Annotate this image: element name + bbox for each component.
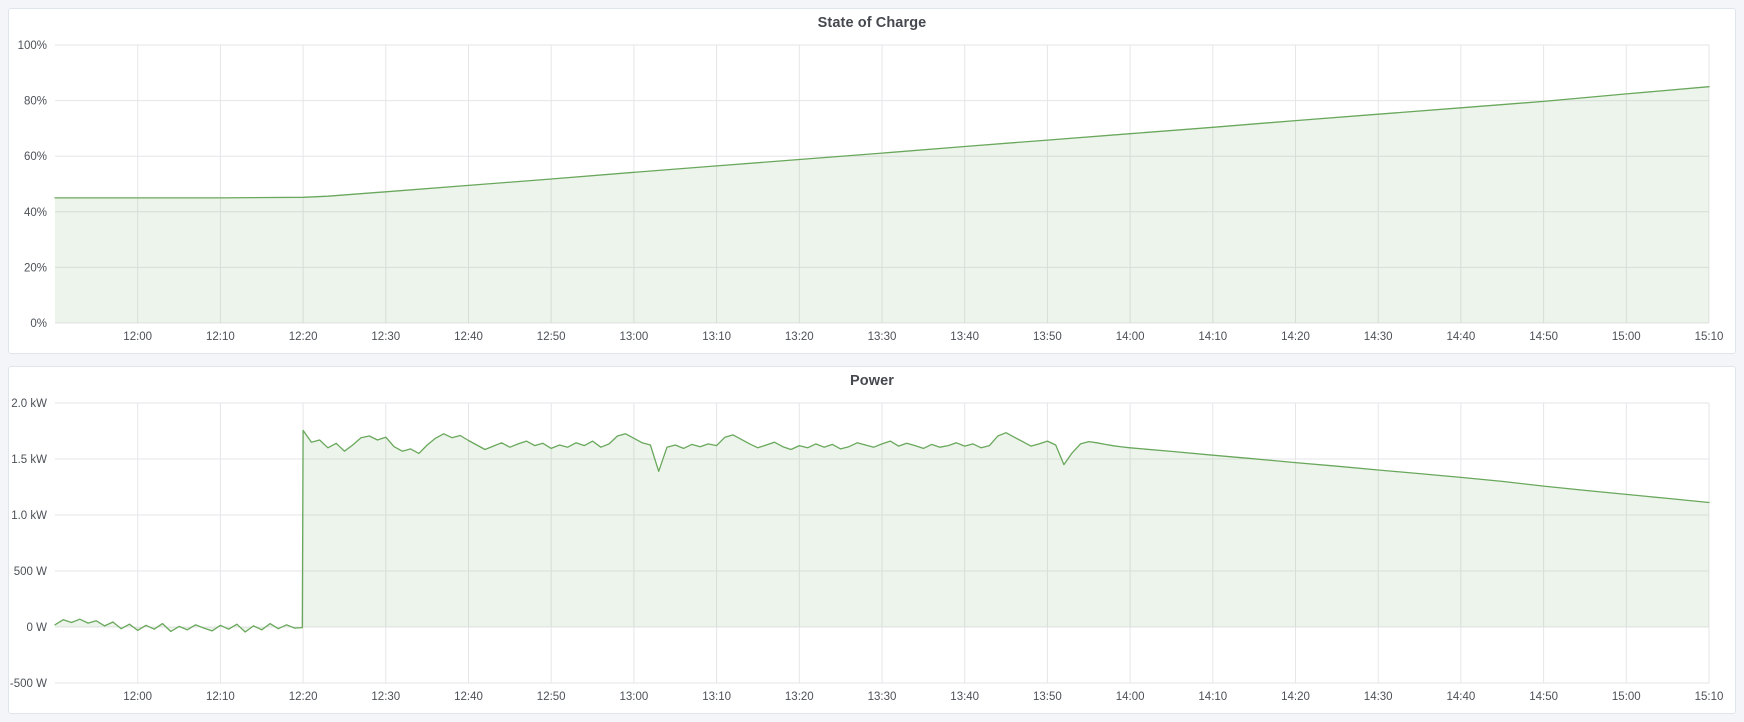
svg-text:14:00: 14:00 xyxy=(1116,691,1145,703)
svg-text:12:40: 12:40 xyxy=(454,691,483,703)
svg-text:12:10: 12:10 xyxy=(206,691,235,703)
svg-text:12:20: 12:20 xyxy=(289,691,318,703)
panel-title-text: State of Charge xyxy=(817,15,927,31)
svg-text:14:50: 14:50 xyxy=(1529,331,1558,343)
svg-text:13:20: 13:20 xyxy=(785,331,814,343)
svg-text:13:00: 13:00 xyxy=(620,331,649,343)
svg-text:14:40: 14:40 xyxy=(1447,691,1476,703)
svg-text:2.0 kW: 2.0 kW xyxy=(11,398,47,410)
panel-state-of-charge: State of Charge 0% 20% 40% 60% 80% 100% 12:00 1… xyxy=(8,8,1736,354)
panel-title-state-of-charge[interactable]: State of Charge xyxy=(9,9,1735,37)
power-chart[interactable]: -500 W 0 W 500 W 1.0 kW 1.5 kW 2.0 kW 12:00 12:… xyxy=(9,395,1735,713)
svg-text:13:10: 13:10 xyxy=(702,691,731,703)
svg-text:500 W: 500 W xyxy=(14,566,47,578)
soc-chart[interactable]: 0% 20% 40% 60% 80% 100% 12:00 12:10 12:20 12:30 12… xyxy=(9,37,1735,353)
svg-text:12:00: 12:00 xyxy=(123,691,152,703)
svg-text:13:40: 13:40 xyxy=(950,691,979,703)
panel-title-text: Power xyxy=(849,373,894,389)
svg-text:14:20: 14:20 xyxy=(1281,691,1310,703)
svg-text:15:00: 15:00 xyxy=(1612,331,1641,343)
svg-text:14:30: 14:30 xyxy=(1364,331,1393,343)
svg-text:13:30: 13:30 xyxy=(868,691,897,703)
svg-text:12:40: 12:40 xyxy=(454,331,483,343)
svg-text:15:10: 15:10 xyxy=(1695,691,1724,703)
svg-text:14:10: 14:10 xyxy=(1198,691,1227,703)
svg-text:12:20: 12:20 xyxy=(289,331,318,343)
svg-text:13:40: 13:40 xyxy=(950,331,979,343)
svg-text:14:10: 14:10 xyxy=(1198,331,1227,343)
svg-text:12:00: 12:00 xyxy=(123,331,152,343)
svg-text:80%: 80% xyxy=(24,96,47,108)
svg-text:40%: 40% xyxy=(24,207,47,219)
svg-text:13:30: 13:30 xyxy=(868,331,897,343)
svg-text:13:00: 13:00 xyxy=(620,691,649,703)
svg-text:20%: 20% xyxy=(24,262,47,274)
svg-text:12:50: 12:50 xyxy=(537,691,566,703)
svg-text:13:20: 13:20 xyxy=(785,691,814,703)
dashboard: State of Charge 0% 20% 40% 60% 80% 100% 12:00 1… xyxy=(8,8,1736,714)
panel-power: Power -500 W 0 W 500 W 1.0 kW 1.5 kW 2.0 kW 12… xyxy=(8,366,1736,714)
svg-text:12:10: 12:10 xyxy=(206,331,235,343)
svg-text:13:10: 13:10 xyxy=(702,331,731,343)
svg-text:15:00: 15:00 xyxy=(1612,691,1641,703)
svg-text:14:40: 14:40 xyxy=(1447,331,1476,343)
svg-text:100%: 100% xyxy=(18,40,47,52)
svg-text:15:10: 15:10 xyxy=(1695,331,1724,343)
svg-text:0%: 0% xyxy=(30,318,47,330)
panel-title-power[interactable]: Power xyxy=(9,367,1735,395)
svg-text:14:20: 14:20 xyxy=(1281,331,1310,343)
svg-text:14:30: 14:30 xyxy=(1364,691,1393,703)
svg-text:13:50: 13:50 xyxy=(1033,691,1062,703)
svg-text:60%: 60% xyxy=(24,151,47,163)
svg-text:14:50: 14:50 xyxy=(1529,691,1558,703)
svg-text:1.0 kW: 1.0 kW xyxy=(11,510,47,522)
svg-text:-500 W: -500 W xyxy=(10,678,47,690)
svg-text:12:30: 12:30 xyxy=(371,331,400,343)
svg-text:13:50: 13:50 xyxy=(1033,331,1062,343)
svg-text:0 W: 0 W xyxy=(27,622,48,634)
svg-text:12:30: 12:30 xyxy=(371,691,400,703)
svg-text:12:50: 12:50 xyxy=(537,331,566,343)
svg-text:1.5 kW: 1.5 kW xyxy=(11,454,47,466)
svg-text:14:00: 14:00 xyxy=(1116,331,1145,343)
